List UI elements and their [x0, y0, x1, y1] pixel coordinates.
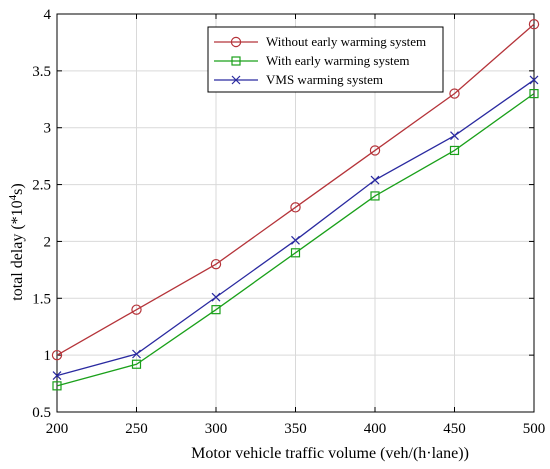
- data-point-square: [211, 305, 221, 315]
- data-point-circle: [369, 145, 381, 156]
- y-tick-label: 3: [44, 121, 52, 137]
- series-x: [52, 75, 539, 381]
- legend-box: [207, 26, 444, 93]
- legend-item: VMS warming system: [214, 72, 383, 87]
- legend-label: Without early warming system: [266, 34, 426, 49]
- x-axis-title: Motor vehicle traffic volume (veh/(h·lan…: [191, 445, 469, 462]
- data-point-square: [52, 381, 62, 391]
- y-tick-label: 0.5: [32, 405, 51, 421]
- legend-item: Without early warming system: [214, 34, 426, 49]
- data-point-circle: [210, 258, 222, 270]
- x-tick-label: 500: [523, 421, 546, 437]
- data-point-square: [370, 191, 380, 201]
- data-point-x: [231, 75, 241, 85]
- data-point-x: [291, 235, 300, 245]
- data-point-x: [370, 175, 380, 185]
- x-tick-label: 300: [205, 421, 228, 437]
- series-line: [56, 23, 535, 356]
- y-axis-title-prefix: total delay (*10: [9, 200, 26, 300]
- series-circle: [51, 19, 540, 361]
- x-tick-label: 350: [284, 421, 307, 437]
- x-tick-label: 450: [443, 421, 466, 437]
- data-point-square: [449, 145, 460, 156]
- y-tick-label: 1.5: [32, 291, 51, 307]
- series-square: [52, 88, 539, 391]
- data-point-square: [131, 359, 142, 369]
- y-axis-ticks: 0.5 1 1.5 2 2.5 3 3.5 4: [32, 7, 534, 421]
- x-tick-label: 200: [46, 421, 69, 437]
- data-point-x: [132, 349, 141, 359]
- data-point-circle: [230, 36, 242, 48]
- data-point-x: [450, 131, 459, 141]
- data-point-x: [211, 292, 221, 302]
- legend: Without early warming system With early w…: [207, 26, 444, 93]
- data-point-square: [231, 56, 241, 66]
- data-point-circle: [449, 88, 460, 99]
- y-axis-title-exponent: 4: [7, 194, 19, 200]
- y-tick-label: 1: [44, 348, 52, 364]
- data-point-circle: [290, 202, 301, 213]
- y-tick-label: 4: [44, 7, 52, 23]
- data-point-x: [529, 75, 539, 85]
- data-point-x: [52, 371, 62, 381]
- data-point-circle: [51, 349, 63, 361]
- legend-label: VMS warming system: [266, 72, 383, 87]
- x-tick-label: 250: [125, 421, 148, 437]
- data-point-circle: [528, 19, 540, 30]
- x-tick-label: 400: [364, 421, 387, 437]
- y-tick-label: 2: [44, 234, 52, 250]
- data-point-square: [529, 88, 539, 99]
- series: [51, 19, 540, 391]
- y-tick-label: 3.5: [32, 64, 51, 80]
- y-tick-label: 2.5: [32, 178, 51, 194]
- data-point-circle: [131, 304, 142, 315]
- y-axis-title: total delay (*104s): [7, 183, 26, 300]
- legend-item: With early warming system: [214, 53, 410, 68]
- x-axis-ticks: 200 250 300 350 400 450 500: [46, 14, 546, 437]
- legend-label: With early warming system: [266, 53, 410, 68]
- data-point-square: [290, 248, 301, 258]
- y-axis-title-suffix: s): [9, 183, 26, 195]
- series-line: [56, 93, 535, 387]
